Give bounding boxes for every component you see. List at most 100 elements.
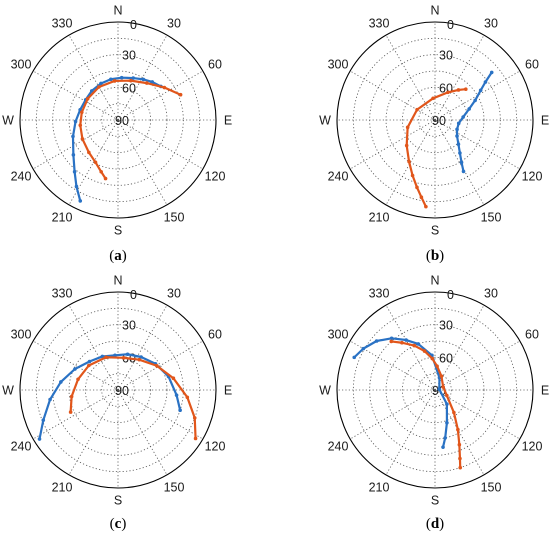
data-point [352, 355, 357, 360]
series-2 [389, 339, 463, 470]
series-line [390, 340, 462, 469]
cardinal-n: N [430, 274, 439, 288]
theta-tick-label: 240 [11, 440, 32, 454]
theta-tick-label: 210 [52, 480, 73, 494]
data-point [99, 169, 103, 174]
data-point [93, 160, 98, 165]
grid-spoke [434, 70, 521, 121]
theta-tick-label: 30 [167, 287, 181, 301]
data-point [361, 346, 366, 351]
grid-spoke [434, 389, 485, 476]
theta-tick-label: 120 [522, 170, 543, 184]
panel-label-open: ( [426, 248, 431, 264]
r-tick-label: 0 [447, 18, 454, 32]
data-point [404, 338, 408, 342]
data-point [412, 343, 417, 348]
grid-spoke [117, 340, 204, 391]
data-point [154, 363, 159, 368]
r-tick-label: 0 [130, 18, 137, 32]
grid-spoke [117, 389, 168, 476]
panel-label-letter: c [115, 516, 122, 532]
data-point [192, 416, 197, 420]
theta-tick-label: 300 [328, 328, 349, 342]
grid-ring [68, 340, 168, 440]
grid-ring [401, 86, 469, 154]
data-point [473, 98, 477, 103]
data-point [416, 342, 421, 346]
grid-spoke [434, 119, 485, 206]
data-point [100, 354, 105, 359]
data-point [69, 394, 74, 399]
grid-spoke [349, 119, 436, 170]
grid-ring [84, 86, 152, 154]
grid-ring [385, 70, 485, 170]
data-point [374, 339, 379, 343]
panel-label-open: ( [110, 516, 115, 532]
grid-spoke [117, 70, 204, 121]
r-tick-label: 90 [115, 114, 129, 128]
data-point [445, 420, 449, 425]
series-2 [404, 87, 468, 209]
cardinal-e: E [224, 114, 232, 128]
data-point [446, 90, 450, 95]
data-point [178, 408, 182, 412]
grid-spoke [385, 304, 436, 391]
panel-label-open: ( [109, 248, 114, 264]
data-point [441, 385, 445, 389]
data-point [76, 377, 80, 382]
cardinal-e: E [541, 114, 549, 128]
data-point [478, 88, 483, 93]
theta-tick-label: 210 [52, 210, 73, 224]
panel-label: (c) [110, 516, 127, 532]
data-point [457, 442, 462, 447]
data-point [131, 76, 136, 80]
data-point [119, 75, 124, 80]
r-tick-label: 30 [439, 319, 453, 333]
grid-spoke [68, 304, 119, 391]
theta-tick-label: 330 [52, 17, 73, 31]
grid-spoke [68, 34, 119, 121]
grid-spoke [117, 34, 168, 121]
data-point [104, 355, 108, 360]
data-point [141, 77, 146, 82]
data-point [85, 96, 90, 101]
data-point [171, 376, 176, 381]
grid-spoke [434, 34, 485, 121]
polar-panel-a: 0 30 60 90 30 60 120 150 210 240 300 330 N E S W (a) [2, 4, 232, 265]
data-point [113, 353, 117, 358]
cardinal-s: S [114, 224, 122, 238]
grid-spoke [434, 340, 521, 391]
data-point [459, 160, 464, 165]
grid-ring [68, 70, 168, 170]
data-point [80, 137, 85, 141]
theta-tick-label: 30 [167, 17, 181, 31]
theta-tick-label: 30 [484, 287, 498, 301]
data-point [87, 359, 92, 364]
cardinal-e: E [224, 384, 232, 398]
data-point [74, 184, 79, 189]
data-point [99, 81, 103, 86]
r-tick-label: 0 [447, 288, 454, 302]
cardinal-e: E [541, 384, 549, 398]
panel-label-close: ) [439, 516, 444, 532]
panel-label-close: ) [439, 248, 444, 264]
data-point [73, 367, 77, 371]
data-point [59, 380, 63, 384]
cardinal-w: W [2, 114, 14, 128]
r-tick-label: 90 [115, 384, 129, 398]
data-point [410, 173, 415, 178]
panel-label-open: ( [426, 516, 431, 532]
data-point [389, 339, 394, 344]
data-point [467, 107, 471, 111]
panel-label: (d) [426, 516, 444, 532]
cardinal-s: S [114, 494, 122, 508]
data-point [455, 127, 459, 132]
data-point [419, 195, 424, 200]
r-tick-label: 0 [130, 288, 137, 302]
grid-spoke [385, 119, 436, 206]
cardinal-w: W [319, 114, 331, 128]
data-point [415, 107, 419, 112]
grid-ring [385, 340, 485, 440]
data-point [162, 85, 167, 90]
